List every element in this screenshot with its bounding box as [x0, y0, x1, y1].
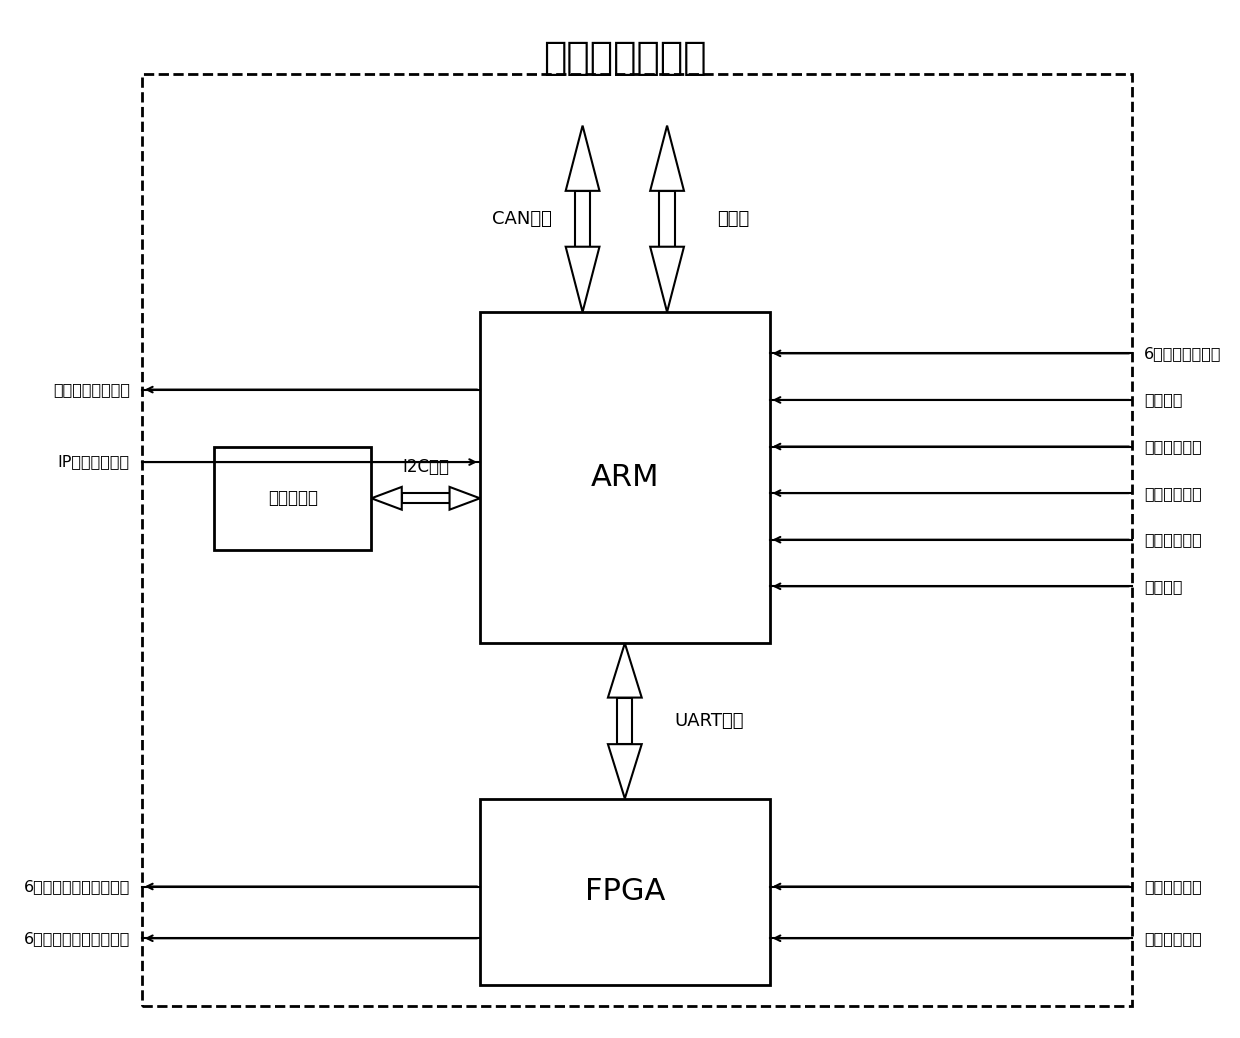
Text: 6位并行移相器控制信号: 6位并行移相器控制信号 — [24, 879, 130, 894]
Bar — [215, 446, 371, 550]
Text: IP地址指示信号: IP地址指示信号 — [58, 455, 130, 469]
Text: CAN总线: CAN总线 — [492, 210, 552, 227]
Polygon shape — [450, 487, 480, 510]
Bar — [480, 798, 770, 985]
Polygon shape — [660, 191, 675, 247]
Text: 脉宽周期信号: 脉宽周期信号 — [1143, 879, 1202, 894]
Polygon shape — [565, 126, 599, 191]
Text: 6路脉冲电流信号: 6路脉冲电流信号 — [1143, 346, 1221, 361]
Polygon shape — [565, 247, 599, 312]
Text: 串行控制报文: 串行控制报文 — [1143, 931, 1202, 946]
Text: UART总线: UART总线 — [675, 712, 744, 730]
Polygon shape — [650, 247, 684, 312]
Text: 铁电存储器: 铁电存储器 — [268, 489, 317, 508]
Polygon shape — [608, 644, 642, 698]
Text: I2C总线: I2C总线 — [402, 458, 449, 476]
Text: 发射开关控制信号: 发射开关控制信号 — [53, 382, 130, 398]
Polygon shape — [650, 126, 684, 191]
Text: 以太网: 以太网 — [718, 210, 750, 227]
Text: 6位并行衰减器控制信号: 6位并行衰减器控制信号 — [24, 931, 130, 946]
Polygon shape — [371, 487, 402, 510]
Polygon shape — [575, 191, 590, 247]
Polygon shape — [402, 493, 450, 503]
Text: 反射功率信号: 反射功率信号 — [1143, 532, 1202, 547]
Text: 激励功率信号: 激励功率信号 — [1143, 439, 1202, 454]
Text: 电压信号: 电压信号 — [1143, 579, 1183, 594]
Polygon shape — [608, 744, 642, 798]
Bar — [143, 74, 1132, 1006]
Text: 监测与控制模块: 监测与控制模块 — [543, 39, 707, 77]
Text: 温度信号: 温度信号 — [1143, 392, 1183, 408]
Polygon shape — [618, 698, 632, 744]
Text: ARM: ARM — [590, 463, 660, 492]
Text: 输出功率信号: 输出功率信号 — [1143, 486, 1202, 500]
Text: FPGA: FPGA — [584, 877, 665, 906]
Bar — [480, 312, 770, 644]
